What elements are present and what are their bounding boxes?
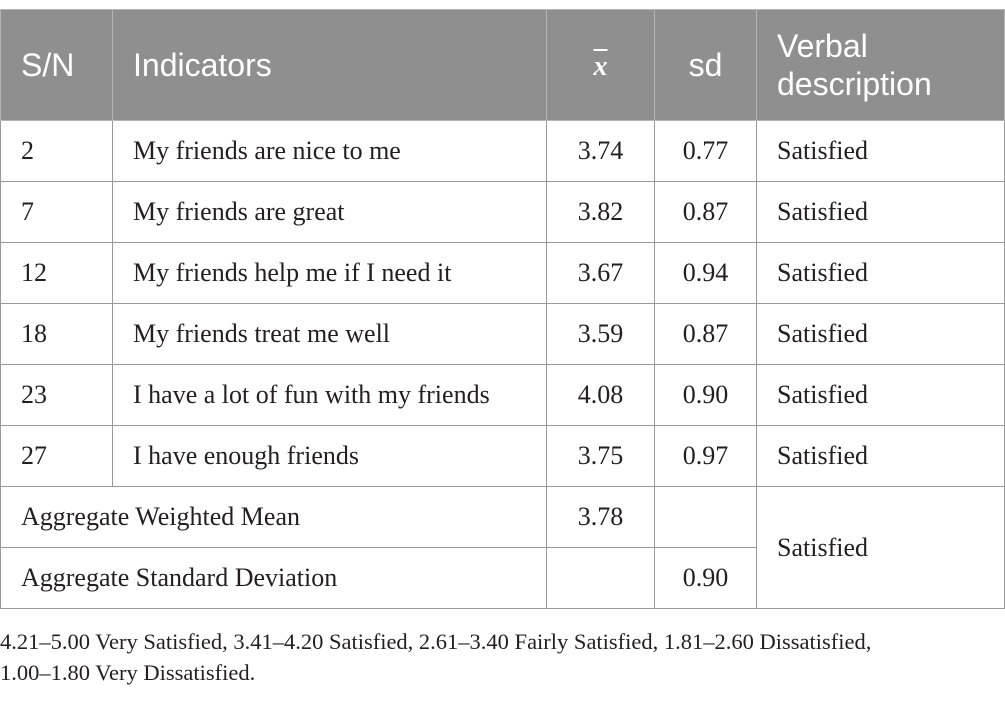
header-verbal-line2: description <box>777 66 932 102</box>
header-sd: sd <box>654 9 757 121</box>
cell-verbal: Satisfied <box>756 181 1005 243</box>
cell-verbal: Satisfied <box>756 364 1005 426</box>
aggregate-sd-mean-empty <box>546 547 655 609</box>
cell-verbal: Satisfied <box>756 242 1005 304</box>
cell-verbal: Satisfied <box>756 120 1005 182</box>
cell-verbal: Satisfied <box>756 303 1005 365</box>
header-indicators: Indicators <box>112 9 547 121</box>
table-row: 7 My friends are great 3.82 0.87 Satisfi… <box>0 181 1005 243</box>
satisfaction-table: S/N Indicators x sd Verbal description 2 … <box>0 9 1005 609</box>
cell-sn: 27 <box>0 425 113 487</box>
cell-indicator: My friends help me if I need it <box>112 242 547 304</box>
header-verbal-line1: Verbal <box>777 28 868 64</box>
cell-sd: 0.87 <box>654 303 757 365</box>
header-sn: S/N <box>0 9 113 121</box>
aggregate-verbal: Satisfied <box>756 486 1005 609</box>
cell-mean: 3.75 <box>546 425 655 487</box>
aggregate-mean-row: Aggregate Weighted Mean 3.78 Satisfied <box>0 486 1005 609</box>
cell-mean: 3.82 <box>546 181 655 243</box>
cell-mean: 4.08 <box>546 364 655 426</box>
aggregate-mean-sd-empty <box>654 486 757 548</box>
cell-mean: 3.59 <box>546 303 655 365</box>
cell-sn: 18 <box>0 303 113 365</box>
footnote-line-2: 1.00–1.80 Very Dissatisfied. <box>0 660 256 685</box>
cell-sd: 0.90 <box>654 364 757 426</box>
header-verbal-description: Verbal description <box>756 9 1005 121</box>
cell-sn: 12 <box>0 242 113 304</box>
cell-sn: 23 <box>0 364 113 426</box>
cell-sd: 0.87 <box>654 181 757 243</box>
table-row: 12 My friends help me if I need it 3.67 … <box>0 242 1005 304</box>
aggregate-sd-row: Aggregate Standard Deviation 0.90 <box>0 547 1005 609</box>
table-row: 23 I have a lot of fun with my friends 4… <box>0 364 1005 426</box>
aggregate-sd-label: Aggregate Standard Deviation <box>0 547 547 609</box>
cell-verbal: Satisfied <box>756 425 1005 487</box>
table-row: 27 I have enough friends 3.75 0.97 Satis… <box>0 425 1005 487</box>
cell-sd: 0.97 <box>654 425 757 487</box>
table-row: 2 My friends are nice to me 3.74 0.77 Sa… <box>0 120 1005 182</box>
cell-mean: 3.67 <box>546 242 655 304</box>
table-footnote: 4.21–5.00 Very Satisfied, 3.41–4.20 Sati… <box>0 626 1005 688</box>
cell-indicator: My friends treat me well <box>112 303 547 365</box>
table-row: 18 My friends treat me well 3.59 0.87 Sa… <box>0 303 1005 365</box>
header-mean: x <box>546 9 655 121</box>
cell-sd: 0.77 <box>654 120 757 182</box>
aggregate-mean-label: Aggregate Weighted Mean <box>0 486 547 548</box>
aggregate-sd-value: 0.90 <box>654 547 757 609</box>
footnote-line-1: 4.21–5.00 Very Satisfied, 3.41–4.20 Sati… <box>0 629 872 654</box>
cell-indicator: My friends are great <box>112 181 547 243</box>
cell-indicator: My friends are nice to me <box>112 120 547 182</box>
cell-indicator: I have a lot of fun with my friends <box>112 364 547 426</box>
mean-symbol: x <box>593 50 608 82</box>
cell-mean: 3.74 <box>546 120 655 182</box>
header-row: S/N Indicators x sd Verbal description <box>0 9 1005 121</box>
aggregate-mean-value: 3.78 <box>546 486 655 548</box>
cell-sn: 7 <box>0 181 113 243</box>
cell-sn: 2 <box>0 120 113 182</box>
cell-sd: 0.94 <box>654 242 757 304</box>
cell-indicator: I have enough friends <box>112 425 547 487</box>
